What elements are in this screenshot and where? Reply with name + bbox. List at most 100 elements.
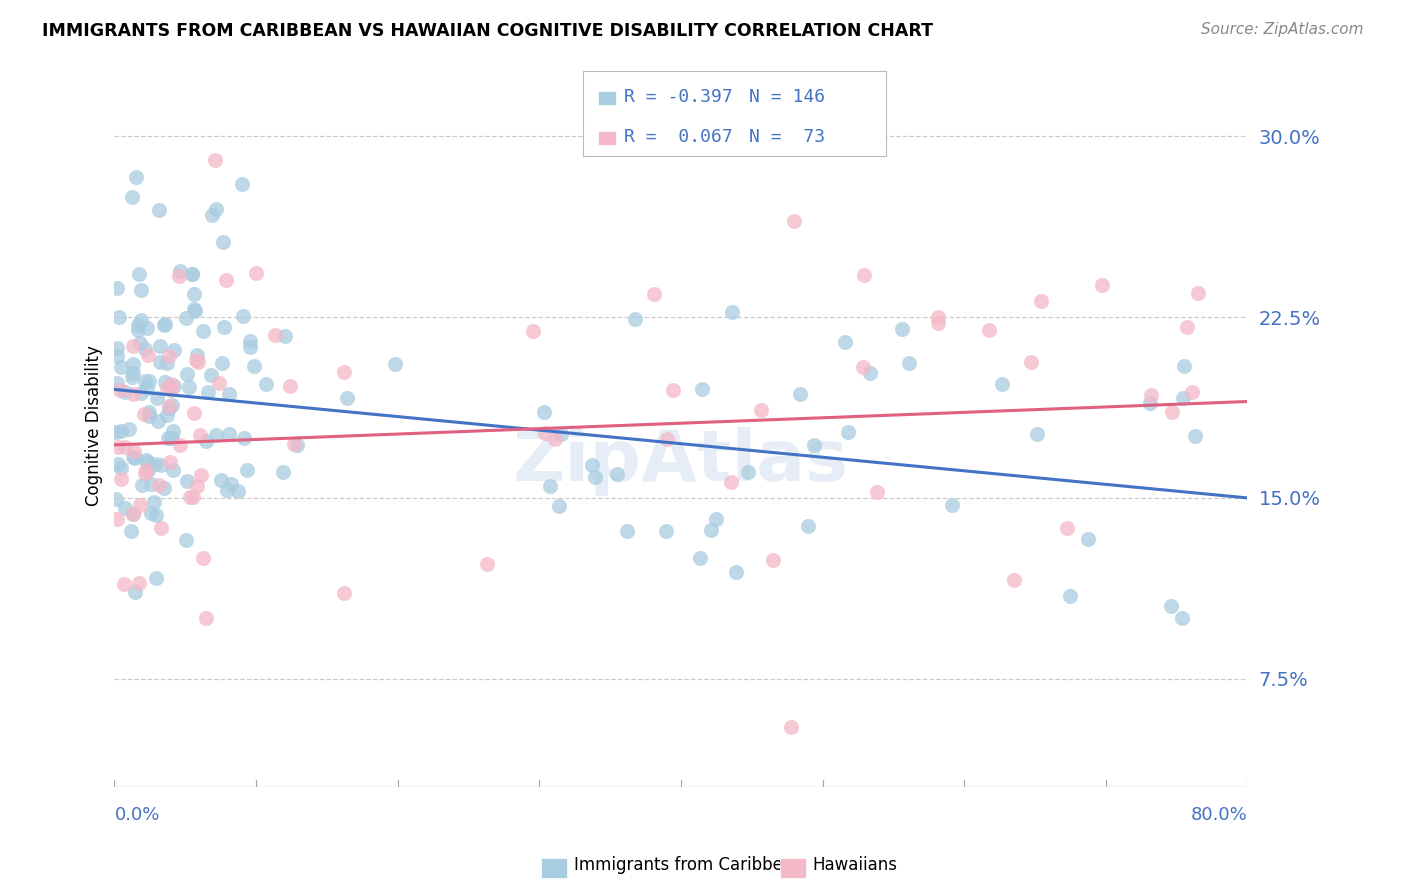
Point [232, 309, 254, 323]
Point [1059, 589, 1081, 603]
Point [162, 462, 184, 476]
Point [853, 268, 876, 282]
Point [176, 474, 198, 488]
Point [898, 356, 921, 370]
Point [235, 463, 257, 477]
Point [149, 339, 172, 353]
Point [146, 414, 169, 428]
Point [162, 343, 184, 358]
Point [187, 354, 209, 368]
Point [285, 438, 308, 452]
Point [606, 467, 628, 481]
Point [145, 391, 167, 405]
Point [176, 367, 198, 381]
Point [655, 432, 678, 446]
Point [159, 455, 181, 469]
Point [205, 428, 228, 442]
Point [155, 375, 177, 389]
Point [143, 457, 166, 471]
Point [700, 523, 723, 537]
Point [1160, 599, 1182, 613]
Point [124, 450, 146, 465]
Point [218, 426, 240, 441]
Point [783, 213, 806, 227]
Point [194, 434, 217, 449]
Point [135, 463, 157, 477]
Point [1019, 355, 1042, 369]
Point [177, 380, 200, 394]
Point [219, 476, 242, 491]
Point [105, 425, 128, 439]
Point [114, 501, 136, 516]
Point [136, 463, 159, 477]
Point [156, 356, 179, 370]
Point [193, 324, 215, 338]
Point [690, 382, 713, 396]
Text: R =  0.067: R = 0.067 [624, 128, 733, 146]
Point [927, 316, 949, 330]
Point [661, 383, 683, 397]
Point [136, 348, 159, 362]
Point [333, 585, 356, 599]
Point [160, 377, 183, 392]
Point [114, 440, 136, 454]
Point [157, 349, 180, 363]
Point [186, 348, 208, 362]
Point [135, 321, 157, 335]
Point [149, 458, 172, 472]
Point [124, 443, 146, 458]
Point [128, 576, 150, 591]
Point [1091, 277, 1114, 292]
Point [160, 398, 183, 412]
Point [333, 365, 356, 379]
Point [211, 235, 233, 249]
Point [108, 384, 131, 398]
Point [145, 508, 167, 522]
Point [226, 484, 249, 499]
Point [1139, 395, 1161, 409]
Point [1170, 611, 1192, 625]
Y-axis label: Cognitive Disability: Cognitive Disability [86, 345, 103, 506]
Point [1002, 574, 1025, 588]
Point [157, 399, 180, 413]
Point [205, 202, 228, 216]
Point [749, 402, 772, 417]
Point [1140, 387, 1163, 401]
Point [186, 479, 208, 493]
Point [231, 177, 253, 191]
Point [183, 406, 205, 420]
Point [852, 360, 875, 375]
Point [120, 524, 142, 538]
Point [155, 381, 177, 395]
Point [581, 458, 603, 472]
Point [184, 353, 207, 368]
Point [190, 467, 212, 482]
Point [121, 370, 143, 384]
Text: 80.0%: 80.0% [1191, 806, 1247, 824]
Point [264, 327, 287, 342]
Point [1187, 286, 1209, 301]
Point [1181, 385, 1204, 400]
Point [167, 268, 190, 283]
Point [149, 521, 172, 535]
Point [834, 334, 856, 349]
Point [105, 512, 128, 526]
Point [136, 455, 159, 469]
Point [105, 492, 128, 507]
Point [271, 465, 294, 479]
Point [183, 287, 205, 301]
Point [550, 427, 572, 442]
Point [148, 203, 170, 218]
Point [128, 499, 150, 513]
Point [384, 357, 406, 371]
Point [107, 440, 129, 454]
Point [176, 311, 198, 326]
Point [1025, 426, 1047, 441]
Point [336, 391, 359, 405]
Point [156, 409, 179, 423]
Point [122, 366, 145, 380]
Point [1175, 320, 1198, 334]
Point [544, 432, 567, 446]
Point [105, 376, 128, 390]
Point [548, 499, 571, 513]
